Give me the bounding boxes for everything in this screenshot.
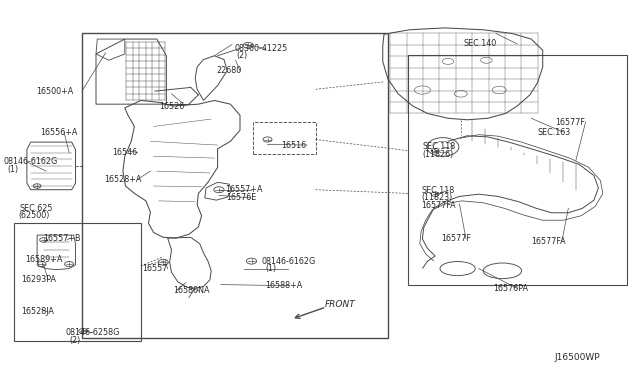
Text: 16556+A: 16556+A (40, 128, 77, 137)
Text: 16293PA: 16293PA (21, 275, 56, 284)
Text: 16500+A: 16500+A (36, 87, 74, 96)
Text: 16577FA: 16577FA (531, 237, 566, 246)
Text: (62500): (62500) (18, 211, 49, 220)
Text: 16577FA: 16577FA (421, 201, 456, 210)
Text: 16557+A: 16557+A (225, 185, 263, 194)
Bar (14, 223, 141, 341)
Text: 16577F: 16577F (556, 118, 586, 126)
Text: FRONT: FRONT (325, 300, 356, 309)
Text: (2): (2) (237, 51, 248, 60)
Text: (1): (1) (8, 165, 19, 174)
Text: (11823): (11823) (421, 193, 452, 202)
Text: 22680: 22680 (216, 66, 241, 75)
Text: 08146-6258G: 08146-6258G (66, 328, 120, 337)
Text: 16546: 16546 (112, 148, 137, 157)
Text: SEC.118: SEC.118 (422, 142, 456, 151)
Text: 16557+B: 16557+B (44, 234, 81, 243)
Text: (1): (1) (266, 264, 276, 273)
Text: 16557: 16557 (142, 264, 168, 273)
Text: SEC.163: SEC.163 (538, 128, 571, 137)
Bar (82, 33, 388, 338)
Text: 16576PA: 16576PA (493, 284, 528, 293)
Text: (2): (2) (69, 336, 81, 344)
Bar (408, 55, 627, 285)
Text: 16516: 16516 (282, 141, 307, 150)
Text: 08146-6162G: 08146-6162G (261, 257, 316, 266)
Text: SEC.118: SEC.118 (421, 186, 454, 195)
Text: 16576E: 16576E (227, 193, 257, 202)
Text: 08360-41225: 08360-41225 (234, 44, 287, 53)
Bar (253, 122, 316, 154)
Text: 16588+A: 16588+A (266, 281, 303, 290)
Text: SEC.625: SEC.625 (19, 204, 52, 213)
Text: 16528+A: 16528+A (104, 175, 141, 184)
Text: 16526: 16526 (159, 102, 184, 110)
Text: 16589+A: 16589+A (26, 255, 63, 264)
Text: (11826): (11826) (422, 150, 454, 159)
Text: J16500WP: J16500WP (555, 353, 600, 362)
Text: 16580NA: 16580NA (173, 286, 209, 295)
Text: SEC.140: SEC.140 (464, 39, 497, 48)
Text: 16528JA: 16528JA (21, 307, 54, 316)
Text: 08146-6162G: 08146-6162G (3, 157, 58, 166)
Text: 16577F: 16577F (442, 234, 472, 243)
